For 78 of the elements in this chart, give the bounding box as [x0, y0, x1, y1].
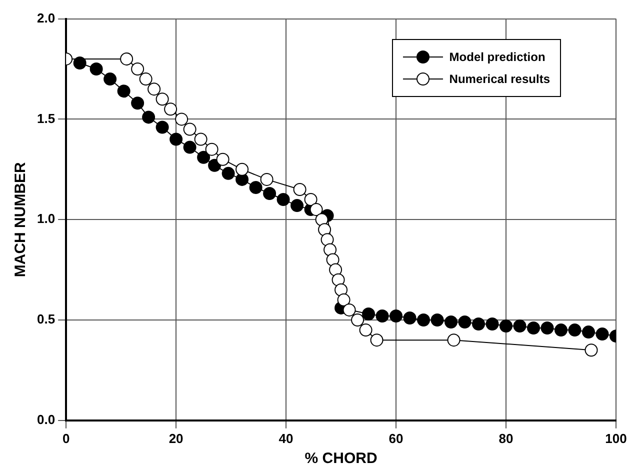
point	[236, 162, 249, 176]
point	[205, 142, 218, 156]
point	[513, 320, 526, 333]
point	[139, 72, 152, 86]
point	[337, 293, 350, 306]
point	[131, 62, 144, 76]
x-axis-title: % CHORD	[304, 450, 378, 468]
point	[370, 334, 384, 347]
point	[276, 193, 290, 206]
point	[142, 110, 156, 124]
point	[334, 283, 348, 296]
point	[183, 140, 196, 154]
point	[351, 314, 364, 326]
x-tick-label: 40	[278, 430, 294, 446]
point	[131, 96, 144, 110]
point	[332, 273, 345, 286]
y-tick-label: 2.0	[36, 10, 56, 26]
y-tick-label: 1.5	[36, 110, 56, 126]
point	[175, 112, 188, 126]
point	[318, 223, 332, 236]
legend-label: Numerical results	[449, 72, 550, 86]
x-tick-label: 0	[62, 430, 70, 446]
point	[117, 84, 130, 98]
point	[156, 120, 169, 134]
point	[447, 334, 460, 347]
point	[596, 328, 609, 341]
point	[164, 102, 178, 116]
point	[584, 344, 598, 357]
point	[527, 322, 540, 335]
legend-label: Model prediction	[449, 50, 546, 64]
y-tick-label: 0.5	[36, 312, 56, 327]
y-tick-label: 0.0	[36, 412, 56, 427]
y-tick-label: 1.0	[36, 211, 56, 226]
x-tick-label: 80	[498, 430, 514, 446]
point	[342, 303, 356, 316]
point	[472, 318, 486, 331]
point	[148, 82, 161, 96]
point	[359, 324, 372, 337]
point	[500, 320, 513, 333]
point	[315, 213, 328, 226]
x-tick-label: 100	[605, 430, 627, 446]
point	[216, 152, 230, 166]
point	[582, 326, 596, 339]
point	[197, 150, 210, 164]
point	[403, 311, 416, 324]
point	[249, 180, 262, 194]
point	[444, 316, 458, 329]
point	[183, 122, 196, 136]
y-axis-title: MACH NUMBER	[12, 162, 30, 278]
point	[222, 166, 235, 180]
point	[540, 322, 554, 335]
point	[430, 314, 444, 326]
point	[390, 309, 403, 322]
point	[458, 316, 472, 329]
point	[170, 132, 183, 146]
point	[417, 314, 430, 326]
point	[304, 193, 318, 206]
point	[260, 172, 274, 186]
point	[362, 307, 376, 320]
x-tick-label: 20	[168, 430, 184, 446]
point	[120, 52, 134, 66]
point	[156, 92, 169, 106]
point	[104, 72, 117, 86]
x-tick-label: 60	[388, 430, 404, 446]
point	[194, 132, 208, 146]
point	[320, 233, 334, 246]
point	[554, 324, 568, 337]
point	[486, 318, 499, 331]
point	[293, 182, 306, 196]
point	[324, 243, 337, 256]
point	[376, 309, 389, 322]
point	[90, 62, 103, 76]
point	[73, 56, 86, 70]
point	[263, 186, 276, 200]
point	[329, 263, 342, 276]
point	[568, 324, 582, 337]
point	[290, 199, 304, 212]
point	[310, 203, 323, 216]
